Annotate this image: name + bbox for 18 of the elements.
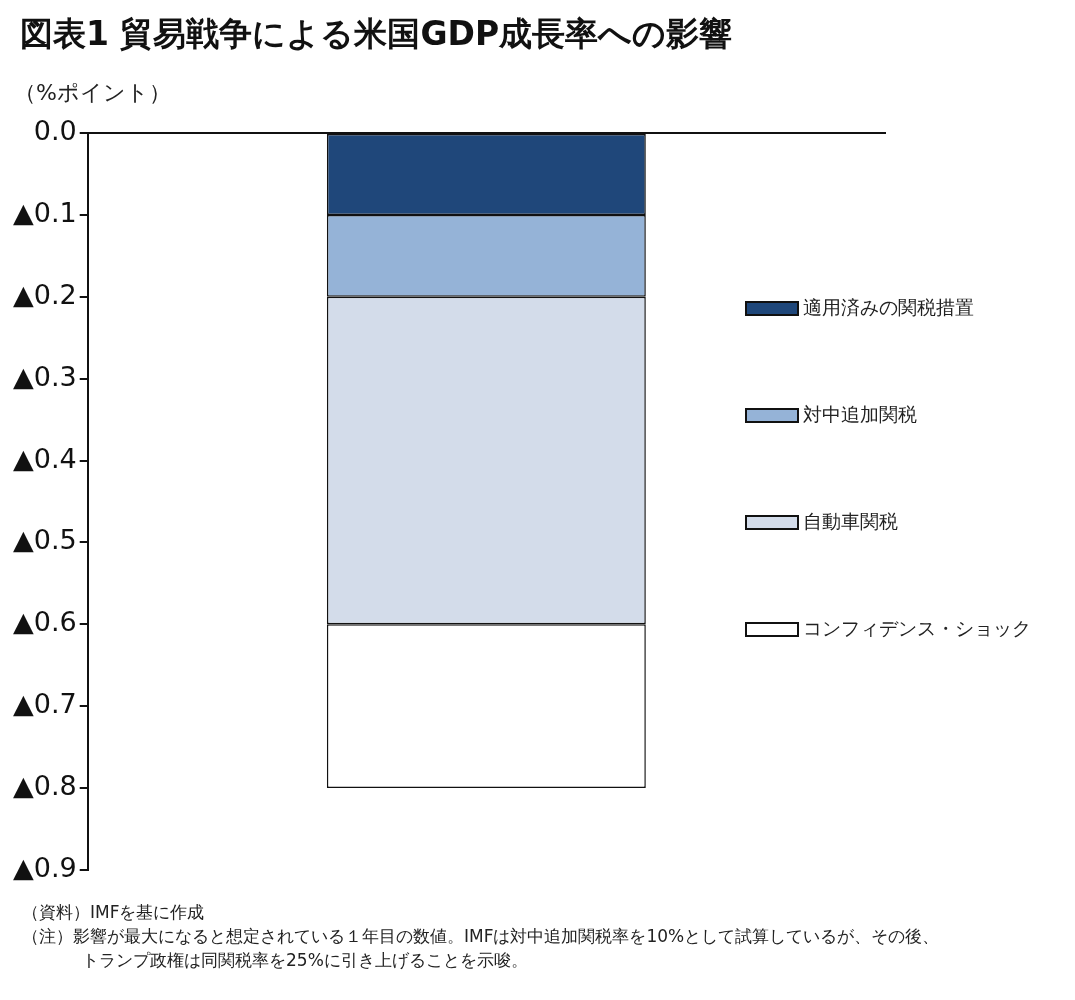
legend-label: 自動車関税 [803, 509, 898, 534]
y-tick-label: ▲0.4 [13, 442, 77, 474]
y-tick-label: ▲0.1 [13, 196, 77, 228]
y-tick-label: ▲0.5 [13, 524, 77, 556]
y-tick-label: ▲0.7 [13, 688, 77, 720]
y-tick-label: ▲0.3 [13, 360, 77, 392]
legend-label: 適用済みの関税措置 [803, 295, 974, 320]
text: （注）影響が最大になると想定されている１年目の数値。IMFは対中追加関税率を10%として試算しているが、その後、トランプ政権は同関税率を25%に引き上げることを示唆。 [22, 925, 941, 972]
y-tick-label: ▲0.9 [13, 852, 77, 884]
chart-title: 図表1 貿易戦争による米国GDP成長率への影響 [20, 13, 733, 55]
y-tick-label: ▲0.8 [13, 770, 77, 802]
y-tick-label: ▲0.2 [13, 278, 77, 310]
legend-label: 対中追加関税 [803, 402, 917, 427]
text: コンフィデンス・ショック [803, 616, 1031, 641]
text: （資料）IMFを基に作成 [22, 901, 206, 924]
y-axis-title: （%ポイント） [14, 79, 171, 107]
y-tick-label: ▲0.6 [13, 606, 77, 638]
y-tick-label: 0.0 [33, 115, 77, 147]
